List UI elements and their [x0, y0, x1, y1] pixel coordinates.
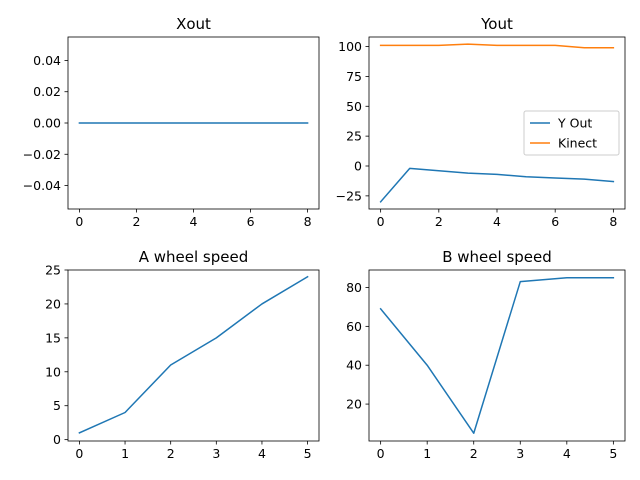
x-tick-label: 0 [377, 214, 385, 229]
subplot-xout: Xout 0 2 4 6 8 −0.04 −0.02 0.00 0.02 0.04 [23, 15, 320, 229]
series-line-1 [78, 275, 309, 434]
y-tick-label: −0.04 [23, 178, 61, 193]
x-tick-label: 1 [121, 446, 129, 461]
y-tick-label: 20 [45, 296, 61, 311]
subplot-title: B wheel speed [442, 248, 552, 266]
x-tick-label: 4 [493, 214, 501, 229]
x-tick-label: 5 [609, 446, 617, 461]
y-tick-label: 0.02 [33, 84, 61, 99]
plot-frame [368, 269, 626, 442]
series-line-2 [379, 43, 615, 49]
x-tick-label: 2 [132, 214, 140, 229]
y-tick-label: 0 [53, 432, 61, 447]
subplot-b-wheel-speed: B wheel speed 0 1 2 3 4 5 20 40 60 80 [346, 248, 626, 461]
y-tick-label: 40 [346, 358, 362, 373]
x-tick-label: 3 [516, 446, 524, 461]
x-tick-label: 2 [435, 214, 443, 229]
x-tick-label: 1 [423, 446, 431, 461]
y-tick-label: 0.00 [33, 116, 61, 131]
subplot-yout: Yout 0 2 4 6 8 −25 0 25 50 75 100 Y Out Kinect [336, 15, 626, 229]
subplot-title: Xout [176, 15, 211, 33]
x-tick-label: 8 [304, 214, 312, 229]
legend-box [523, 110, 620, 156]
subplot-title: A wheel speed [139, 248, 249, 266]
legend: Y Out Kinect [523, 110, 620, 156]
x-tick-label: 5 [304, 446, 312, 461]
y-tick-label: 20 [346, 397, 362, 412]
x-tick-label: 8 [609, 214, 617, 229]
x-tick-label: 0 [75, 214, 83, 229]
x-tick-label: 6 [551, 214, 559, 229]
x-tick-label: 3 [212, 446, 220, 461]
subplot-title: Yout [480, 15, 513, 33]
series-line-1 [379, 277, 615, 434]
x-tick-label: 4 [190, 214, 198, 229]
y-tick-label: 10 [45, 364, 61, 379]
x-tick-label: 0 [75, 446, 83, 461]
x-tick-label: 2 [167, 446, 175, 461]
y-tick-label: 100 [338, 39, 362, 54]
y-tick-label: 25 [346, 129, 362, 144]
y-tick-label: 60 [346, 319, 362, 334]
legend-label: Kinect [558, 136, 597, 151]
y-tick-label: 0 [354, 159, 362, 174]
x-tick-label: 4 [563, 446, 571, 461]
y-tick-label: −0.02 [23, 147, 61, 162]
y-tick-label: 15 [45, 330, 61, 345]
subplot-a-wheel-speed: A wheel speed 0 1 2 3 4 5 0 5 10 15 20 25 [45, 248, 320, 461]
x-tick-label: 6 [247, 214, 255, 229]
y-tick-label: 25 [45, 263, 61, 278]
x-tick-label: 2 [470, 446, 478, 461]
plot-frame [67, 269, 320, 442]
y-tick-label: 75 [346, 69, 362, 84]
legend-label: Y Out [557, 116, 592, 131]
series-line-1 [379, 167, 615, 203]
y-tick-label: −25 [336, 188, 362, 203]
x-tick-label: 0 [377, 446, 385, 461]
y-tick-label: 80 [346, 280, 362, 295]
y-tick-label: 50 [346, 99, 362, 114]
y-tick-label: 5 [53, 398, 61, 413]
x-tick-label: 4 [258, 446, 266, 461]
y-tick-label: 0.04 [33, 53, 61, 68]
